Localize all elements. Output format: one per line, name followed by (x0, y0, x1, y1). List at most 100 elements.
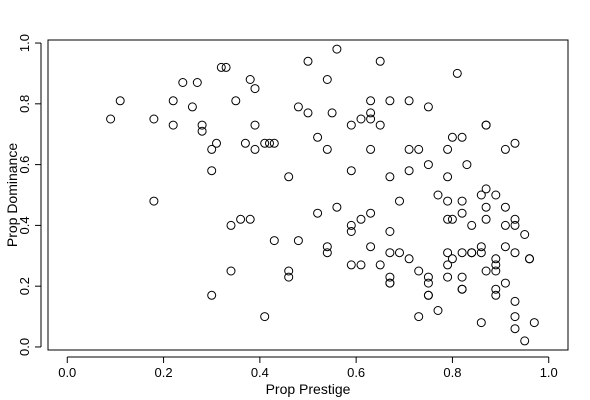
x-tick-label: 0.0 (58, 365, 76, 380)
data-point (207, 290, 217, 300)
data-point (414, 312, 424, 322)
data-point (404, 96, 414, 106)
data-point (207, 144, 217, 154)
data-point (500, 202, 510, 212)
data-point (476, 318, 486, 328)
data-point (212, 138, 221, 148)
data-point (491, 266, 501, 276)
data-point (260, 138, 270, 148)
data-point (404, 166, 414, 176)
data-point (404, 254, 414, 264)
data-point (443, 214, 453, 224)
data-point (385, 278, 395, 288)
data-point (510, 312, 520, 322)
data-point (476, 242, 486, 252)
data-point (346, 120, 356, 130)
data-point (327, 108, 337, 118)
data-point (395, 248, 404, 258)
data-point (322, 75, 332, 84)
x-axis-title: Prop Prestige (266, 381, 351, 397)
data-point (226, 266, 236, 276)
data-point (423, 272, 433, 282)
data-point (529, 318, 539, 328)
data-point (404, 144, 414, 154)
data-point (356, 260, 366, 270)
data-point (366, 114, 376, 124)
data-point (197, 126, 207, 136)
data-point (293, 102, 303, 112)
data-point (467, 220, 477, 230)
data-point (481, 266, 491, 276)
data-point (149, 196, 159, 206)
data-point (269, 236, 279, 246)
x-axis: 0.0 0.2 0.4 0.6 0.8 1.0 (58, 356, 558, 380)
data-point (457, 208, 467, 218)
data-point (510, 214, 520, 224)
data-point (510, 220, 520, 230)
data-point (491, 254, 501, 264)
data-point (245, 75, 255, 84)
data-point (284, 266, 294, 276)
data-point (269, 138, 279, 148)
x-tick-label: 0.6 (347, 365, 365, 380)
data-point (366, 108, 376, 118)
data-point (510, 138, 520, 148)
data-point (192, 78, 202, 87)
data-point (366, 208, 376, 218)
data-point (500, 278, 510, 288)
data-point (520, 336, 530, 346)
data-point (187, 102, 197, 112)
data-point (443, 260, 453, 270)
data-point (481, 120, 491, 130)
data-point (284, 272, 294, 282)
data-point (385, 248, 395, 258)
data-point (452, 68, 462, 78)
x-tick-label: 0.8 (443, 365, 461, 380)
data-point (467, 248, 477, 258)
data-point (245, 214, 255, 224)
data-point (240, 138, 250, 148)
data-point (346, 166, 356, 176)
data-point (366, 144, 376, 154)
data-point (385, 96, 395, 106)
data-point (346, 227, 356, 236)
data-point (322, 144, 332, 154)
data-point (250, 84, 260, 94)
data-point (443, 272, 453, 282)
data-point (375, 120, 385, 130)
data-point (423, 102, 433, 112)
data-point (510, 248, 520, 258)
y-axis: 0.0 0.2 0.4 0.6 0.8 1.0 (17, 34, 42, 356)
data-point (520, 230, 530, 239)
data-point (168, 96, 178, 106)
y-tick-label: 0.4 (17, 216, 32, 234)
data-point (491, 260, 501, 270)
data-point (250, 144, 260, 154)
data-point (491, 190, 501, 200)
data-point (510, 324, 520, 334)
data-point (168, 120, 178, 130)
data-point (332, 202, 342, 212)
data-points (106, 44, 539, 346)
data-point (457, 284, 467, 294)
data-point (457, 132, 467, 142)
y-tick-label: 0.2 (17, 277, 32, 295)
data-point (447, 132, 457, 142)
x-tick-label: 1.0 (540, 365, 558, 380)
data-point (322, 248, 332, 258)
data-point (221, 62, 231, 72)
data-point (447, 254, 457, 264)
data-point (443, 172, 453, 182)
data-point (313, 208, 323, 218)
data-point (385, 227, 395, 236)
data-point (293, 236, 303, 246)
y-tick-label: 0.6 (17, 156, 32, 174)
data-point (303, 108, 313, 118)
data-point (500, 242, 510, 252)
data-point (462, 160, 472, 170)
data-point (481, 184, 491, 194)
data-point (375, 56, 385, 66)
data-point (375, 260, 385, 270)
data-point (346, 260, 356, 270)
data-point (476, 248, 486, 258)
